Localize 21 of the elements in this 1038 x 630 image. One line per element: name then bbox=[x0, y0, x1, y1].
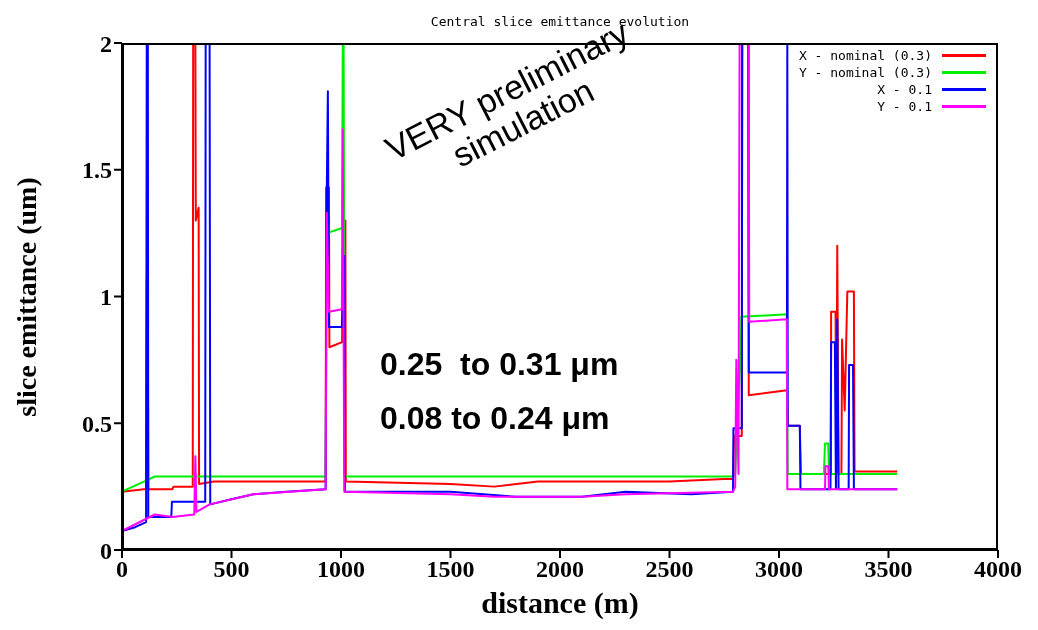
x-tick-label: 3500 bbox=[864, 556, 913, 583]
legend-label: Y - nominal (0.3) bbox=[798, 64, 932, 81]
y-tick-label: 0 bbox=[100, 537, 112, 564]
x-axis-title: distance (m) bbox=[480, 586, 640, 620]
x-tick-label: 2000 bbox=[536, 556, 584, 583]
annotation: 0.25 to 0.31 μm bbox=[380, 346, 619, 383]
x-tick-label: 500 bbox=[213, 556, 250, 583]
y-axis-title: slice emittance (um) bbox=[11, 176, 43, 417]
legend-label: Y - 0.1 bbox=[877, 98, 932, 115]
x-tick-label: 4000 bbox=[974, 556, 1022, 583]
x-tick-label: 2500 bbox=[645, 556, 694, 583]
x-tick-label: 1000 bbox=[317, 556, 365, 583]
y-tick-label: 0.5 bbox=[82, 410, 112, 437]
annotation: 0.08 to 0.24 μm bbox=[380, 400, 610, 437]
y-tick-label: 1.5 bbox=[82, 157, 112, 184]
legend-label: X - nominal (0.3) bbox=[798, 47, 932, 64]
y-tick-label: 2 bbox=[100, 30, 112, 57]
x-tick-label: 3000 bbox=[755, 556, 803, 583]
legend-label: X - 0.1 bbox=[877, 81, 932, 98]
x-tick-label: 1500 bbox=[426, 556, 475, 583]
y-tick-label: 1 bbox=[100, 284, 112, 311]
